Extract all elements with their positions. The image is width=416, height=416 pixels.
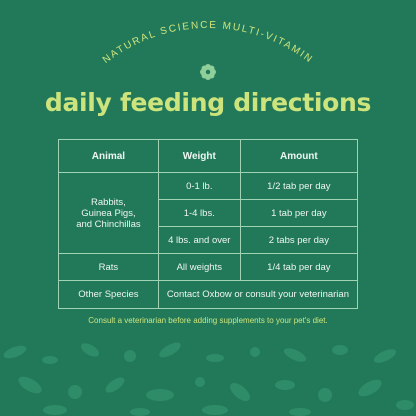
arc-title: NATURAL SCIENCE MULTI-VITAMIN [101,20,315,66]
footnote: Consult a veterinarian before adding sup… [88,316,328,325]
table-body: Rabbits, Guinea Pigs, and Chinchillas 0-1 l… [58,172,359,309]
weight-cell: 4 lbs. and over [157,226,241,254]
amount-cell: 1/2 tab per day [239,172,359,200]
weight-cell: 0-1 lb. [157,172,241,200]
animal-line: and Chinchillas [76,218,141,230]
amount-cell: 2 tabs per day [239,226,359,254]
animal-line: Guinea Pigs, [81,207,136,219]
table-row: Other Species Contact Oxbow or consult yo… [58,280,359,309]
amount-cell: 1/4 tab per day [239,253,359,281]
table-row: Rabbits, Guinea Pigs, and Chinchillas 0-1 l… [58,172,359,254]
table-row: Rats All weights 1/4 tab per day [58,253,359,281]
header-row: Animal Weight Amount [58,139,359,173]
leaf-pattern [3,342,414,416]
column-header: Animal [58,139,159,173]
column-header: Weight [157,139,241,173]
animal-line: Rabbits, [90,196,126,208]
animal-cell: Rabbits, Guinea Pigs, and Chinchillas [58,172,159,254]
feeding-table: Animal Weight Amount Rabbits, Guinea Pigs, a… [58,139,359,309]
column-header: Amount [239,139,359,173]
note-cell: Contact Oxbow or consult your veterinari… [157,280,359,309]
weight-cell: All weights [157,253,241,281]
amount-cell: 1 tab per day [239,199,359,227]
arc-title-text: NATURAL SCIENCE MULTI-VITAMIN [101,20,313,66]
title: daily feeding directions [44,88,372,117]
flower-icon [200,64,216,80]
animal-line: Rats [98,261,119,273]
animal-cell: Rats [58,253,159,281]
animal-cell: Other Species [58,280,159,309]
table-row: 1-4 lbs. 1 tab per day [59,199,359,227]
weight-cell: 1-4 lbs. [157,199,241,227]
table-row: 4 lbs. and over 2 tabs per day [59,226,359,254]
